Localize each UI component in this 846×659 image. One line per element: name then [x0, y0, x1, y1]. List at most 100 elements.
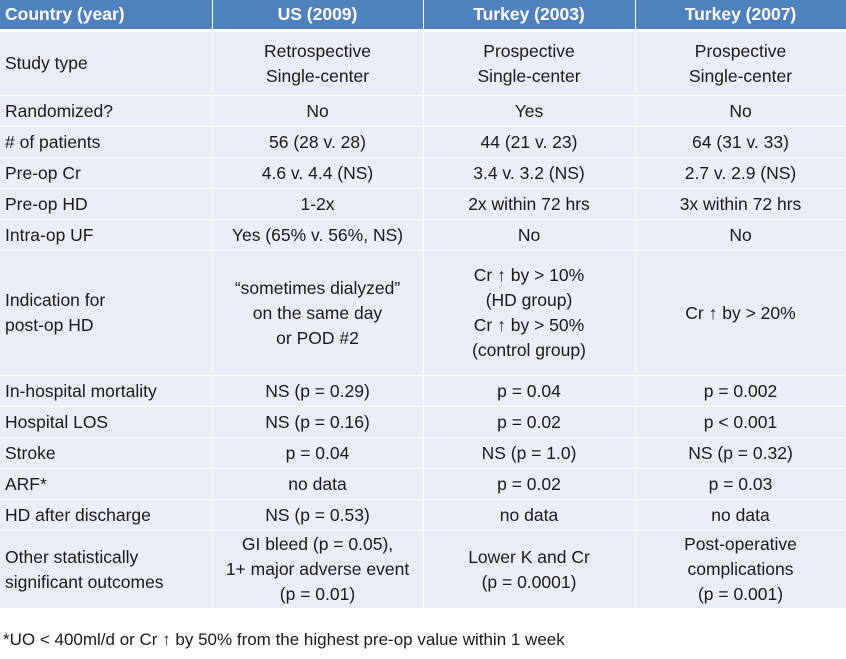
table-body: Study type Retrospective Single-center Pros…	[0, 30, 846, 609]
cell-text: Cr ↑ by > 20%	[685, 302, 796, 323]
table-cell: Post-operative complications (p = 0.001)	[635, 530, 846, 609]
table-cell: No	[635, 95, 846, 127]
row-label: # of patients	[5, 131, 101, 152]
table-cell: p = 0.002	[635, 375, 846, 407]
row-label: Indication for	[5, 290, 106, 310]
cell-text: Single-center	[265, 65, 370, 86]
cell-text: Lower K and Cr	[468, 546, 590, 567]
cell-text: Yes (65% v. 56%, NS)	[231, 224, 404, 245]
table-cell: 1-2x	[212, 188, 424, 220]
cell-text: Prospective	[694, 40, 787, 61]
footnote: *UO < 400ml/d or Cr ↑ by 50% from the hi…	[3, 630, 565, 649]
table-cell: Yes (65% v. 56%, NS)	[212, 219, 424, 251]
table-row: Pre-op Cr 4.6 v. 4.4 (NS) 3.4 v. 3.2 (NS) 2…	[0, 157, 846, 189]
cell-text: “sometimes dialyzed”	[234, 277, 401, 298]
table-cell: p = 0.04	[423, 375, 636, 407]
row-label: Randomized?	[5, 100, 113, 121]
cell-text: p = 0.04	[285, 442, 350, 463]
table-cell: p < 0.001	[635, 406, 846, 438]
cell-text: Single-center	[688, 65, 793, 86]
cell-text: on the same day	[252, 302, 383, 323]
table-cell: no data	[423, 499, 636, 531]
table-cell: Yes	[423, 95, 636, 127]
cell-text: 2x within 72 hrs	[468, 193, 590, 214]
cell-text: Retrospective	[264, 40, 371, 61]
table-cell: 56 (28 v. 28)	[212, 126, 424, 158]
cell-text: p = 0.04	[497, 380, 561, 401]
cell-text: Cr ↑ by > 50%	[473, 315, 585, 335]
cell-text: GI bleed (p = 0.05),	[241, 534, 394, 554]
table-row: Other statistically significant outcomes G…	[0, 530, 846, 609]
row-label: Stroke	[5, 442, 56, 463]
table-row: Study type Retrospective Single-center Pros…	[0, 30, 846, 96]
table-row: Pre-op HD 1-2x 2x within 72 hrs 3x within 7…	[0, 188, 846, 220]
row-label: Study type	[5, 53, 88, 73]
cell-text: Cr ↑ by > 10%	[473, 265, 585, 285]
cell-text: p = 0.02	[497, 411, 561, 432]
row-label-cell: Indication for post-op HD	[0, 250, 213, 376]
cell-text: (p = 0.001)	[697, 584, 784, 604]
table-cell: Retrospective Single-center	[212, 30, 424, 96]
table-cell: 3x within 72 hrs	[635, 188, 846, 220]
cell-text: Single-center	[477, 65, 581, 86]
cell-text: No	[729, 100, 752, 121]
header-row: Country (year) US (2009) Turkey (2003) T…	[0, 0, 846, 32]
table-cell: 2x within 72 hrs	[423, 188, 636, 220]
cell-text: 44 (21 v. 23)	[480, 131, 578, 152]
row-label-cell: Intra-op UF	[0, 219, 213, 251]
row-label: Intra-op UF	[5, 224, 94, 245]
table-cell: NS (p = 0.53)	[212, 499, 424, 531]
row-label-cell: Other statistically significant outcomes	[0, 530, 213, 609]
row-label-cell: HD after discharge	[0, 499, 213, 531]
table-cell: Cr ↑ by > 10% (HD group) Cr ↑ by > 50% (con…	[423, 250, 636, 376]
table-cell: Lower K and Cr (p = 0.0001)	[423, 530, 636, 609]
table-row: Indication for post-op HD “sometimes dialy…	[0, 250, 846, 376]
cell-text: 4.6 v. 4.4 (NS)	[261, 162, 374, 183]
cell-text: (HD group)	[485, 290, 573, 310]
row-label: HD after discharge	[5, 504, 151, 525]
table-cell: no data	[635, 499, 846, 531]
cell-text: or POD #2	[276, 327, 359, 348]
row-label: In-hospital mortality	[5, 380, 157, 401]
cell-text: (control group)	[472, 340, 586, 360]
table-row: # of patients 56 (28 v. 28) 44 (21 v. 23) 6…	[0, 126, 846, 158]
cell-text: 1-2x	[300, 193, 335, 214]
table-cell: 44 (21 v. 23)	[423, 126, 636, 158]
table-cell: “sometimes dialyzed” on the same day or PO…	[212, 250, 424, 376]
comparison-table: Country (year) US (2009) Turkey (2003) T…	[0, 0, 846, 609]
row-label: post-op HD	[5, 315, 94, 335]
table-row: In-hospital mortality NS (p = 0.29) p = 0.…	[0, 375, 846, 407]
row-label: Hospital LOS	[5, 411, 109, 432]
row-label-cell: Pre-op HD	[0, 188, 213, 220]
row-label-cell: Study type	[0, 30, 213, 96]
cell-text: no data	[288, 473, 347, 494]
cell-text: No	[517, 224, 541, 245]
cell-text: 56 (28 v. 28)	[269, 131, 366, 152]
table-row: Randomized? No Yes No	[0, 95, 846, 127]
cell-text: NS (p = 0.16)	[265, 411, 370, 432]
cell-text: 3.4 v. 3.2 (NS)	[473, 162, 585, 183]
table-cell: 4.6 v. 4.4 (NS)	[212, 157, 424, 189]
cell-text: Yes	[514, 100, 544, 121]
cell-text: No	[306, 100, 329, 121]
cell-text: no data	[499, 504, 559, 525]
header-cell: Turkey (2003)	[423, 0, 636, 32]
cell-text: (p = 0.0001)	[481, 571, 577, 592]
cell-text: p = 0.03	[708, 473, 773, 494]
row-label: Pre-op Cr	[5, 162, 81, 183]
table-cell: NS (p = 0.16)	[212, 406, 424, 438]
cell-text: p < 0.001	[703, 411, 778, 432]
row-label: Other statistically	[5, 546, 139, 567]
row-label: Pre-op HD	[5, 193, 88, 214]
table-cell: p = 0.04	[212, 437, 424, 469]
table-cell: 2.7 v. 2.9 (NS)	[635, 157, 846, 189]
table-cell: No	[635, 219, 846, 251]
table-cell: p = 0.02	[423, 406, 636, 438]
cell-text: 64 (31 v. 33)	[692, 131, 789, 152]
row-label-cell: Stroke	[0, 437, 213, 469]
row-label-cell: Hospital LOS	[0, 406, 213, 438]
cell-text: NS (p = 0.53)	[265, 504, 370, 525]
header-cell: Country (year)	[0, 0, 213, 32]
table-cell: Cr ↑ by > 20%	[635, 250, 846, 376]
